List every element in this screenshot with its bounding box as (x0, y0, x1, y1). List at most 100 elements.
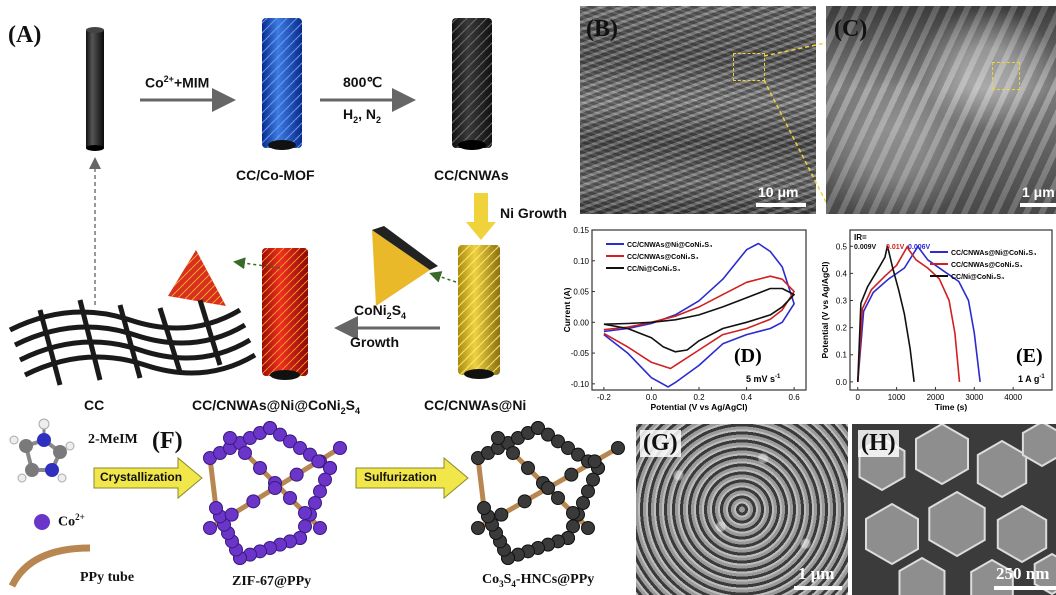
x-tick-label: 0.6 (789, 393, 801, 402)
panel-letter: (E) (1016, 345, 1043, 367)
series-line-1 (603, 242, 795, 388)
zif-label: ZIF-67@PPy (232, 574, 312, 589)
rate-annotation: 5 mV s-1 (746, 374, 781, 384)
co-ion-dot (34, 514, 50, 530)
polyhedron-particle (541, 481, 555, 495)
x-tick-label: 1000 (888, 393, 906, 402)
y-tick-label: -0.05 (571, 349, 590, 358)
polyhedron-particle (571, 447, 585, 462)
ir-value: 0.01V (886, 244, 905, 251)
x-tick-label: 0.4 (741, 393, 753, 402)
polyhedron-particle (308, 496, 322, 510)
rate-annotation: 1 A g-1 (1018, 374, 1045, 384)
hexagon-particle (915, 424, 969, 486)
rate-annotation-sup: -1 (775, 374, 781, 380)
hexagon-particle (996, 504, 1048, 564)
polyhedron-particle (561, 441, 575, 455)
polyhedron-particle (313, 521, 327, 535)
x-tick-label: 0.0 (646, 393, 658, 402)
y-tick-label: 0.1 (836, 351, 848, 360)
polyhedron-particle (283, 491, 297, 505)
polyhedron-particle (531, 421, 545, 435)
series-line-2 (857, 245, 961, 382)
chart-e: 0 1000 2000 3000 4000 0.5 0.4 0.3 0.2 0.1 0.0 Time … (812, 222, 1056, 416)
cc-cnwas-rod (452, 18, 492, 150)
x-tick-label: 2000 (927, 393, 945, 402)
y-tick-label: 0.05 (573, 288, 589, 297)
y-tick-label: 0.5 (836, 242, 848, 251)
y-tick-label: 0.15 (573, 226, 589, 235)
cc-cnwas-label: CC/CNWAs (434, 167, 509, 183)
sem-image-h: (H) 250 nm (852, 424, 1056, 595)
ni-product-label: CC/CNWAs@Ni (424, 397, 527, 413)
x-tick-label: 0.2 (693, 393, 705, 402)
polyhedron-particle (253, 461, 267, 475)
x-tick-label: 0 (856, 393, 861, 402)
hexagon-particle (865, 502, 919, 566)
ppy-tube (8, 544, 91, 588)
panel-letter: (D) (734, 345, 762, 367)
hexagon-particle (928, 490, 986, 558)
hexagon-particles (858, 424, 1056, 595)
co3s4-label: Co3S4-HNCs@PPy (482, 572, 595, 589)
y-axis-label: Potential (V vs Ag/AgCl) (820, 261, 830, 358)
polyhedron-particle (551, 491, 565, 505)
polyhedron-particle (311, 454, 326, 469)
polyhedron-particle (203, 521, 217, 535)
ir-label: IR= (854, 233, 867, 242)
polyhedron-particle (283, 434, 297, 449)
polyhedron-particle (551, 434, 565, 449)
x-tick-label: -0.2 (597, 393, 611, 402)
polyhedron-particle (323, 461, 337, 475)
ni-growth-arrow (466, 193, 496, 240)
ppy-tube-label: PPy tube (80, 570, 135, 585)
legend-label: CC/CNWAs@Ni@CoNi₂S₄ (627, 242, 712, 249)
y-tick-label: 0.2 (836, 324, 848, 333)
temp-label: 800℃ (343, 74, 383, 90)
polyhedron-particle (263, 421, 277, 435)
polyhedron-particle (273, 427, 287, 442)
y-tick-label: 0.0 (836, 378, 848, 387)
sulfurization-arrow (355, 456, 469, 500)
cc-fiber-rod (86, 27, 104, 151)
polyhedron-particle (506, 446, 520, 460)
chart-d-svg: -0.2 0.0 0.2 0.4 0.6 0.15 0.10 0.05 0.00 -0.05 -0.… (562, 226, 807, 412)
co-mim-label: Co2++MIM (145, 74, 210, 91)
polyhedron-particle (223, 431, 237, 445)
coni2s4-triangle-inset (168, 250, 226, 306)
polyhedron-particle (611, 441, 625, 455)
polyhedron-particle (289, 467, 304, 482)
polyhedron-particle (564, 467, 579, 482)
polyhedron-particle (491, 431, 505, 445)
co3s4-hncs-ppy-structure (471, 421, 625, 565)
legend-label: CC/Ni@CoNi₂S₄ (627, 266, 680, 273)
polyhedron-particle (313, 484, 327, 499)
polyhedron-particle (224, 507, 239, 522)
polyhedron-particle (471, 521, 485, 535)
polyhedron-particle (268, 481, 282, 495)
scale-bar-b (756, 203, 806, 207)
ni-growth-label: Ni Growth (500, 205, 567, 221)
gas-label: H2, N2 (343, 106, 382, 125)
polyhedron-particle (298, 519, 312, 534)
ni-triangle-inset (372, 226, 438, 306)
y-tick-label: 0.00 (573, 318, 589, 327)
hexagon-particle (1021, 424, 1056, 468)
hexagon-particle (976, 439, 1028, 499)
polyhedron-particle (521, 461, 535, 475)
hexagon-particle (898, 556, 946, 595)
growth-label: Growth (350, 334, 399, 350)
polyhedron-particle (586, 472, 600, 487)
polyhedron-particle (587, 454, 602, 469)
polyhedron-particle (293, 441, 307, 455)
polyhedron-particle (581, 521, 595, 535)
carbon-cloth-mesh (8, 299, 257, 386)
hexagon-particle (1033, 552, 1056, 595)
panel-h-label: (H) (858, 430, 899, 457)
zif-67-ppy-structure (203, 421, 347, 565)
x-axis-label: Time (s) (935, 402, 968, 412)
polyhedron-particle (246, 494, 261, 509)
series-line-1 (857, 245, 981, 382)
scale-text-g: 1 μm (798, 564, 835, 583)
final-red-rod (262, 248, 308, 380)
